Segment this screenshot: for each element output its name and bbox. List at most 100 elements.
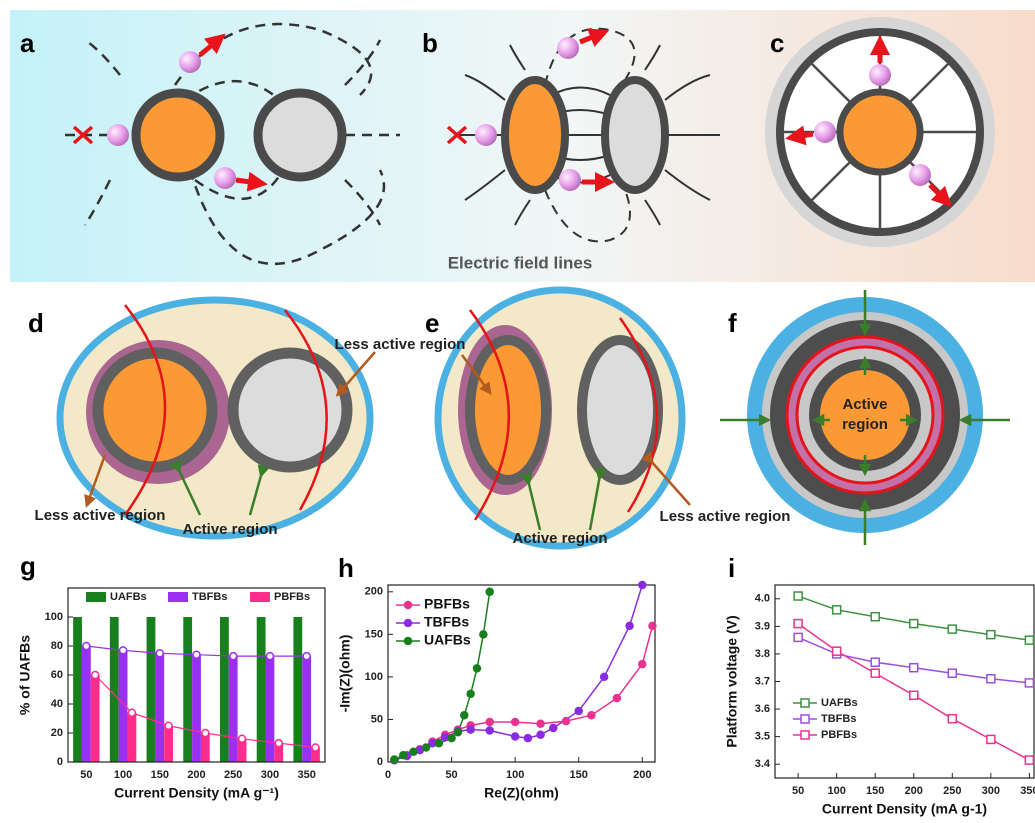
label: Less active region xyxy=(660,508,791,525)
x-tick-label: 250 xyxy=(224,769,242,781)
point xyxy=(575,707,582,714)
y-tick-label: 0 xyxy=(57,756,63,768)
y-axis-label: % of UAFBs xyxy=(17,635,33,715)
bar xyxy=(220,617,229,762)
point xyxy=(467,726,474,733)
point xyxy=(303,653,310,660)
y-tick-label: 60 xyxy=(51,669,63,681)
bar xyxy=(82,646,91,762)
legend-label: TBFBs xyxy=(192,591,227,603)
point xyxy=(512,733,519,740)
y-tick-label: 150 xyxy=(365,628,383,640)
point xyxy=(512,719,519,726)
y-tick-label: 3.5 xyxy=(755,731,770,743)
chart: 050100150200050100150200Re(Z)(ohm)-Im(Z)… xyxy=(337,585,655,801)
x-tick-label: 0 xyxy=(385,769,391,781)
y-axis-label: Platform voltage (V) xyxy=(724,615,740,747)
point xyxy=(537,720,544,727)
point xyxy=(524,735,531,742)
point xyxy=(193,651,200,658)
point xyxy=(1025,636,1033,644)
y-axis-label: -Im(Z)(ohm) xyxy=(337,635,353,713)
point xyxy=(405,620,412,627)
y-tick-label: 3.9 xyxy=(755,620,770,632)
legend-swatch xyxy=(86,592,106,602)
y-tick-label: 40 xyxy=(51,698,63,710)
particle-gray xyxy=(258,93,342,177)
x-tick-label: 50 xyxy=(445,769,457,781)
particle-gray xyxy=(582,340,658,480)
x-tick-label: 100 xyxy=(827,785,845,797)
legend-label: PBFBs xyxy=(821,729,857,741)
point xyxy=(405,602,412,609)
point xyxy=(601,673,608,680)
point xyxy=(794,633,802,641)
x-tick-label: 250 xyxy=(943,785,961,797)
bar xyxy=(110,617,119,762)
panel-label: g xyxy=(20,551,36,581)
particle-orange xyxy=(136,93,220,177)
point xyxy=(239,735,246,742)
panel-label: d xyxy=(28,308,44,338)
x-tick-label: 350 xyxy=(1020,785,1035,797)
y-tick-label: 100 xyxy=(365,671,383,683)
y-tick-label: 20 xyxy=(51,727,63,739)
x-tick-label: 150 xyxy=(570,769,588,781)
point xyxy=(794,620,802,628)
point xyxy=(1025,756,1033,764)
point xyxy=(83,643,90,650)
panel-label: b xyxy=(422,28,438,58)
x-axis-label: Re(Z)(ohm) xyxy=(484,785,559,801)
point xyxy=(275,740,282,747)
label: Less active region xyxy=(35,507,166,524)
top-diagrams: Electric field lines xyxy=(10,10,1035,282)
particle-orange xyxy=(505,80,565,190)
label: region xyxy=(842,416,888,433)
point xyxy=(202,730,209,737)
point xyxy=(588,712,595,719)
bar xyxy=(91,675,100,762)
point xyxy=(871,613,879,621)
point xyxy=(1025,679,1033,687)
panel-label: a xyxy=(20,28,35,58)
point xyxy=(871,669,879,677)
x-tick-label: 100 xyxy=(114,769,132,781)
point xyxy=(626,622,633,629)
point xyxy=(467,690,474,697)
x-tick-label: 350 xyxy=(297,769,315,781)
point xyxy=(639,582,646,589)
point xyxy=(128,709,135,716)
y-tick-label: 80 xyxy=(51,640,63,652)
point xyxy=(312,744,319,751)
point xyxy=(649,622,656,629)
x-tick-label: 100 xyxy=(506,769,524,781)
point xyxy=(833,606,841,614)
point xyxy=(454,729,461,736)
label: Active region xyxy=(512,530,607,547)
bar xyxy=(229,656,238,762)
bar xyxy=(266,656,275,762)
point xyxy=(871,658,879,666)
point xyxy=(165,722,172,729)
point xyxy=(461,712,468,719)
y-tick-label: 4.0 xyxy=(755,593,770,605)
point xyxy=(910,620,918,628)
legend-label: TBFBs xyxy=(424,614,469,630)
point xyxy=(405,638,412,645)
point xyxy=(550,724,557,731)
point xyxy=(948,625,956,633)
panel-label: e xyxy=(425,308,439,338)
label: Less active region xyxy=(335,336,466,353)
panel-label: f xyxy=(728,308,737,338)
legend-swatch xyxy=(250,592,270,602)
panel-label: h xyxy=(338,553,354,583)
x-tick-label: 200 xyxy=(187,769,205,781)
point xyxy=(92,672,99,679)
x-tick-label: 200 xyxy=(905,785,923,797)
x-tick-label: 50 xyxy=(80,769,92,781)
y-tick-label: 3.4 xyxy=(755,758,771,770)
point xyxy=(563,718,570,725)
bar xyxy=(147,617,156,762)
point xyxy=(987,631,995,639)
x-axis-label: Current Density (mA g-1) xyxy=(822,801,987,817)
